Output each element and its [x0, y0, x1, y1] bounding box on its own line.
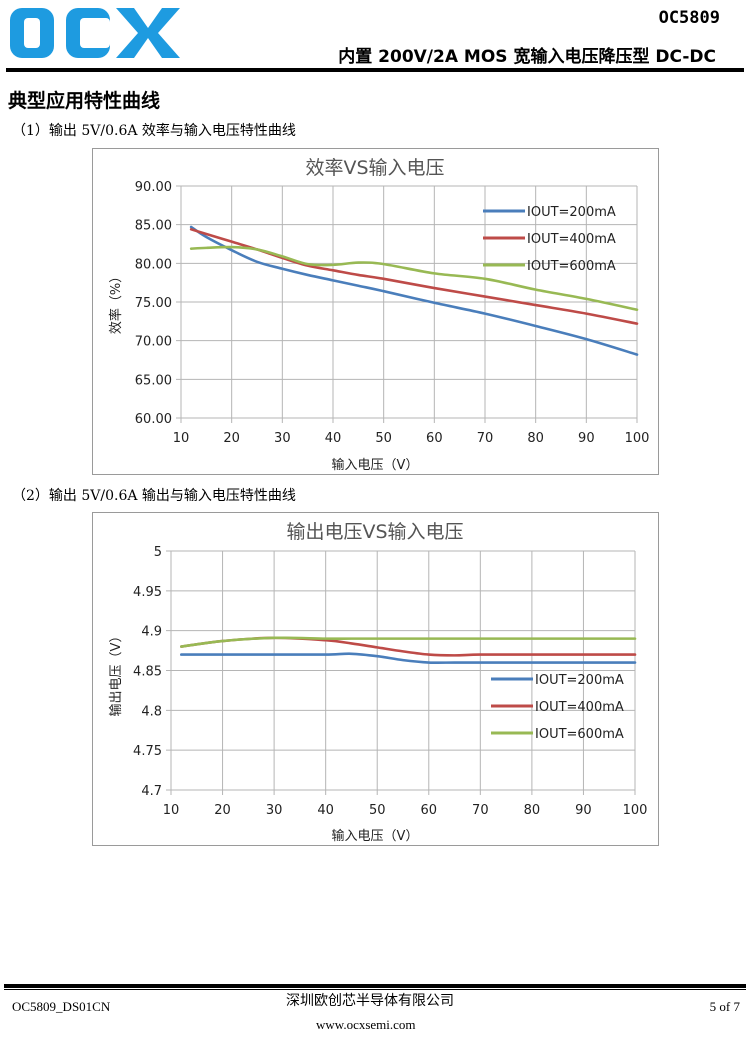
y-tick-label: 4.9 [141, 625, 162, 640]
series-line-iout-200ma [180, 652, 637, 665]
series-line-iout-400ma [180, 636, 637, 657]
page-number: 5 of 7 [709, 999, 740, 1014]
series-line-iout-600ma [189, 245, 639, 312]
y-tick-label: 85.00 [135, 219, 172, 234]
x-tick-label: 50 [369, 803, 386, 818]
chart-title: 输出电压VS输入电压 [286, 521, 463, 543]
y-axis-label: 效率（%） [108, 270, 124, 334]
y-tick-label: 4.8 [141, 704, 162, 719]
y-axis-label: 输出电压（V） [108, 630, 124, 717]
x-axis-label: 输入电压（V） [332, 457, 419, 473]
y-tick-label: 4.85 [133, 665, 162, 680]
x-tick-label: 70 [472, 803, 489, 818]
ocx-logo [10, 8, 180, 58]
x-tick-label: 30 [266, 803, 283, 818]
y-tick-label: 60.00 [135, 412, 172, 427]
x-tick-label: 80 [524, 803, 541, 818]
legend-label: IOUT=200mA [527, 205, 616, 220]
legend-label: IOUT=400mA [527, 232, 616, 247]
x-tick-label: 90 [578, 431, 595, 446]
y-tick-label: 70.00 [135, 335, 172, 350]
legend-label: IOUT=200mA [535, 673, 624, 688]
series-line-iout-400ma [189, 228, 639, 325]
chart-title: 效率VS输入电压 [305, 157, 444, 179]
part-number: OC5809 [658, 8, 720, 28]
legend-label: IOUT=400mA [535, 700, 624, 715]
x-tick-label: 90 [575, 803, 592, 818]
x-tick-label: 30 [274, 431, 291, 446]
x-tick-label: 100 [623, 803, 648, 818]
x-tick-label: 10 [163, 803, 180, 818]
x-tick-label: 40 [317, 803, 334, 818]
document-subtitle: 内置 200V/2A MOS 宽输入电压降压型 DC-DC [338, 47, 716, 67]
y-tick-label: 90.00 [135, 180, 172, 195]
x-tick-label: 100 [625, 431, 650, 446]
footer-divider [4, 984, 746, 988]
output-voltage-chart: 输出电压VS输入电压 输入电压（V） 输出电压（V） 4.7 4.75 4.8 4.8… [92, 512, 659, 846]
y-tick-label: 5 [154, 545, 162, 560]
document-id: OC5809_DS01CN [12, 999, 111, 1014]
footer-divider-thin [4, 989, 746, 990]
legend-label: IOUT=600mA [535, 727, 624, 742]
caption-efficiency: （1）输出 5V/0.6A 效率与输入电压特性曲线 [12, 123, 296, 139]
header-divider [6, 68, 744, 72]
efficiency-chart-svg: 效率VS输入电压 输入电压（V） 效率（%） 60.00 65.00 70.00 75… [108, 157, 650, 473]
x-tick-label: 20 [214, 803, 231, 818]
x-axis-label: 输入电压（V） [332, 828, 419, 844]
x-tick-label: 50 [375, 431, 392, 446]
x-tick-label: 80 [527, 431, 544, 446]
caption-output-voltage: （2）输出 5V/0.6A 输出与输入电压特性曲线 [12, 488, 296, 504]
series-line-iout-600ma [180, 636, 637, 648]
x-tick-label: 60 [426, 431, 443, 446]
series-line-iout-200ma [189, 225, 639, 356]
y-tick-label: 80.00 [135, 257, 172, 272]
y-tick-label: 4.7 [141, 784, 162, 799]
legend-label: IOUT=600mA [527, 259, 616, 274]
y-tick-label: 4.75 [133, 744, 162, 759]
x-tick-label: 60 [421, 803, 438, 818]
y-tick-label: 75.00 [135, 296, 172, 311]
x-tick-label: 20 [223, 431, 240, 446]
x-tick-label: 10 [173, 431, 190, 446]
x-tick-label: 70 [477, 431, 494, 446]
x-tick-label: 40 [325, 431, 342, 446]
y-tick-label: 65.00 [135, 373, 172, 388]
y-tick-label: 4.95 [133, 585, 162, 600]
output-voltage-chart-svg: 输出电压VS输入电压 输入电压（V） 输出电压（V） 4.7 4.75 4.8 4.8… [108, 521, 648, 844]
efficiency-chart: 效率VS输入电压 输入电压（V） 效率（%） 60.00 65.00 70.00 75… [92, 148, 659, 475]
website: www.ocxsemi.com [316, 1017, 416, 1032]
company-name: 深圳欧创芯半导体有限公司 [286, 994, 454, 1009]
section-title: 典型应用特性曲线 [8, 90, 161, 112]
